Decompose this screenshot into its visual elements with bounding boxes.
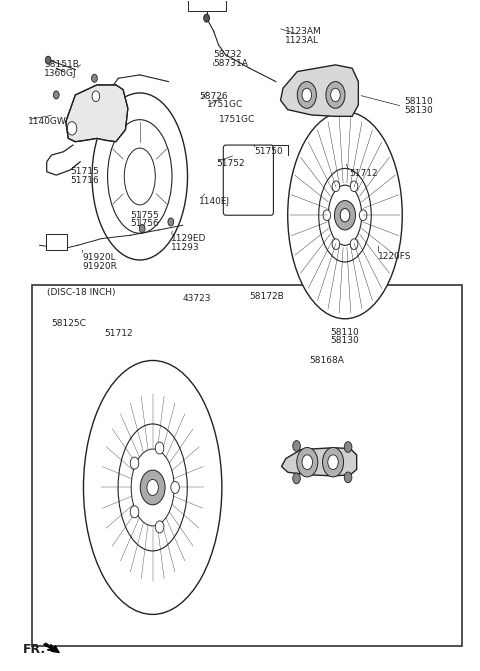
Circle shape (293, 441, 300, 452)
Text: 1751GC: 1751GC (218, 115, 255, 124)
Text: 51752: 51752 (216, 159, 245, 168)
Circle shape (332, 181, 340, 192)
Text: 58732: 58732 (214, 50, 242, 59)
Circle shape (156, 521, 164, 533)
Circle shape (340, 209, 350, 222)
Circle shape (237, 188, 243, 196)
Text: 58130: 58130 (331, 336, 360, 346)
Circle shape (297, 82, 316, 108)
Text: 58726: 58726 (199, 92, 228, 101)
Circle shape (139, 225, 145, 233)
Text: 11293: 11293 (171, 243, 199, 252)
Circle shape (156, 442, 164, 454)
Circle shape (67, 121, 77, 135)
Text: 1360GJ: 1360GJ (44, 69, 77, 78)
Text: 58151B: 58151B (44, 60, 79, 69)
Ellipse shape (92, 93, 188, 260)
Text: 1140GW: 1140GW (28, 117, 66, 126)
Text: 51756: 51756 (130, 219, 159, 228)
Circle shape (332, 239, 340, 250)
Circle shape (168, 218, 174, 226)
Text: (DISC-18 INCH): (DISC-18 INCH) (47, 288, 115, 297)
Text: 58731A: 58731A (214, 59, 249, 68)
Polygon shape (281, 65, 359, 116)
Text: 1123AL: 1123AL (285, 36, 319, 45)
Text: 91920L: 91920L (83, 253, 116, 262)
Circle shape (130, 506, 139, 518)
Circle shape (45, 56, 51, 64)
Text: 58110: 58110 (405, 97, 433, 106)
Ellipse shape (288, 111, 402, 319)
Circle shape (254, 188, 260, 196)
Circle shape (350, 239, 358, 250)
Text: 58110: 58110 (331, 327, 360, 337)
Circle shape (234, 160, 263, 200)
Polygon shape (66, 85, 128, 142)
Circle shape (335, 201, 356, 230)
Text: 91920R: 91920R (83, 262, 118, 270)
Circle shape (297, 448, 318, 477)
Circle shape (323, 448, 344, 477)
Text: 51712: 51712 (104, 329, 132, 338)
Text: 51750: 51750 (254, 147, 283, 156)
Circle shape (344, 472, 352, 482)
Text: 1140EJ: 1140EJ (199, 197, 230, 207)
Circle shape (237, 164, 243, 172)
Text: 43723: 43723 (183, 295, 211, 303)
Circle shape (344, 442, 352, 452)
Text: 1123AM: 1123AM (285, 27, 322, 36)
Ellipse shape (328, 185, 362, 246)
Circle shape (140, 470, 165, 505)
Text: 58125C: 58125C (51, 319, 86, 328)
Text: 1129ED: 1129ED (171, 234, 206, 243)
Circle shape (171, 481, 180, 493)
Ellipse shape (84, 360, 222, 615)
Text: 51716: 51716 (71, 176, 99, 185)
Circle shape (293, 473, 300, 484)
FancyBboxPatch shape (46, 234, 67, 250)
Text: 1220FS: 1220FS (378, 252, 412, 261)
Circle shape (326, 82, 345, 108)
Circle shape (328, 455, 338, 470)
Circle shape (302, 455, 312, 470)
Circle shape (331, 89, 340, 101)
Circle shape (92, 74, 97, 83)
Circle shape (53, 91, 59, 99)
Ellipse shape (108, 119, 172, 234)
Circle shape (350, 181, 358, 192)
Circle shape (147, 480, 158, 495)
Text: 1751GC: 1751GC (206, 101, 243, 109)
Circle shape (323, 210, 331, 221)
Circle shape (302, 89, 312, 101)
FancyBboxPatch shape (188, 0, 226, 11)
Text: 58172B: 58172B (250, 293, 284, 301)
Circle shape (254, 164, 260, 172)
Circle shape (204, 14, 209, 22)
Ellipse shape (124, 148, 156, 205)
Text: 58130: 58130 (405, 106, 433, 115)
Ellipse shape (131, 449, 174, 526)
Ellipse shape (118, 424, 187, 551)
Text: 51712: 51712 (350, 169, 378, 178)
Text: 51755: 51755 (130, 211, 159, 219)
Circle shape (360, 210, 367, 221)
Ellipse shape (319, 168, 371, 262)
Text: 58168A: 58168A (309, 356, 344, 366)
Circle shape (130, 457, 139, 469)
FancyBboxPatch shape (223, 145, 274, 215)
FancyBboxPatch shape (33, 285, 462, 646)
Polygon shape (281, 448, 357, 476)
Circle shape (241, 170, 256, 190)
Text: 51715: 51715 (71, 167, 99, 176)
Circle shape (92, 91, 100, 101)
Text: FR.: FR. (23, 643, 46, 656)
